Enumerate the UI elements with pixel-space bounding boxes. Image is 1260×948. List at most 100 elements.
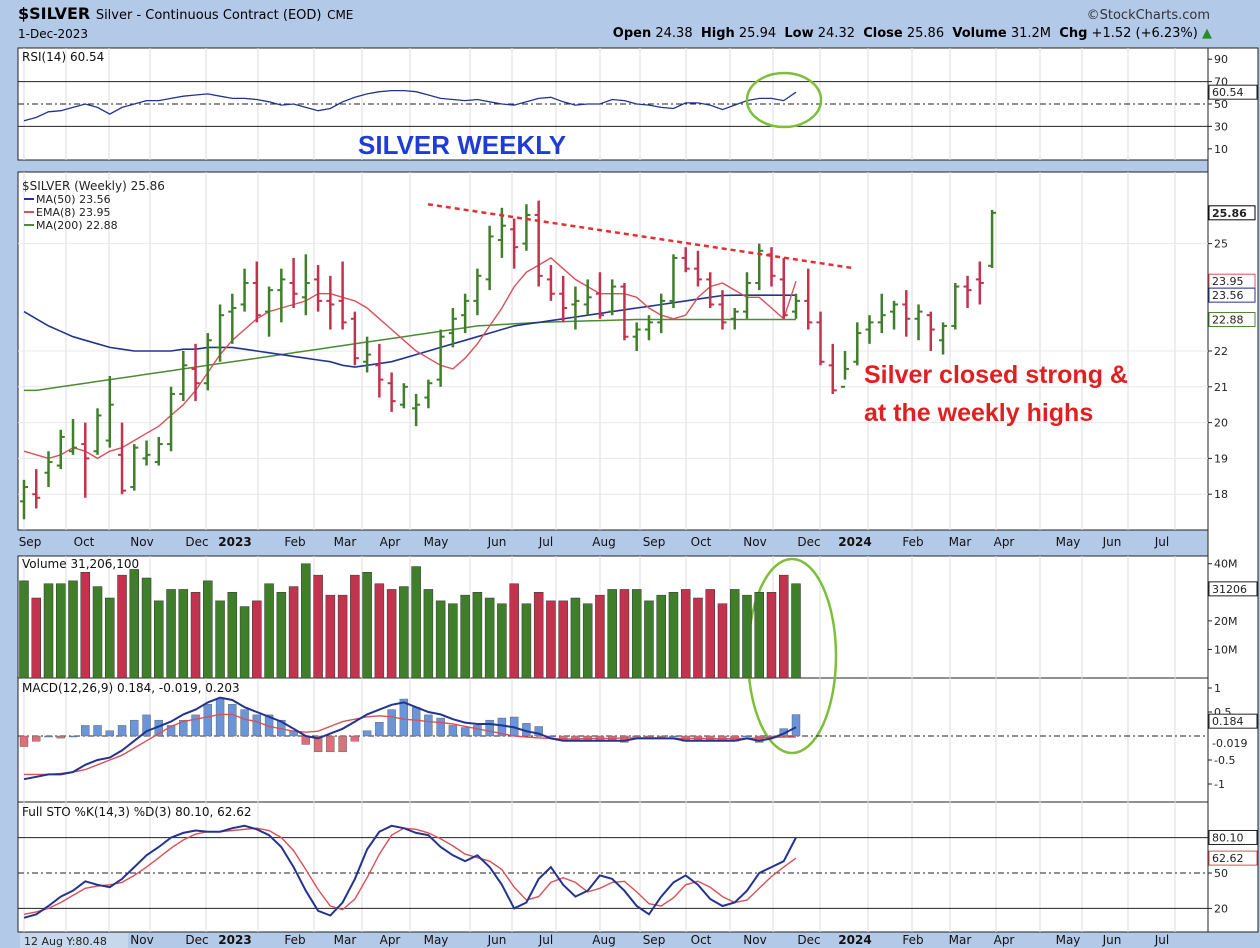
price-value-label: 23.56 (1212, 289, 1244, 302)
price-bar (301, 254, 310, 316)
price-value-box (1208, 311, 1256, 327)
x-axis-label: Nov (130, 535, 153, 549)
volume-bar (521, 603, 532, 679)
price-bar (32, 469, 41, 509)
sto-d-value-box (1208, 850, 1258, 866)
x-axis-label: Jun (487, 535, 507, 549)
macd-histogram-bar (215, 698, 225, 737)
x-axis-label-bottom: Mar (334, 933, 357, 947)
price-bar (252, 261, 261, 323)
volume-bar (178, 589, 189, 679)
x-axis-label-bottom: May (1056, 933, 1081, 947)
volume-bar (166, 589, 176, 679)
macd-histogram-bar (669, 735, 678, 738)
macd-histogram-bar (350, 735, 360, 742)
sto-d-value-label: 62.62 (1212, 852, 1244, 865)
macd-tick-label: 1 (1214, 682, 1221, 695)
price-bar (681, 247, 690, 273)
macd-histogram-bar (191, 714, 200, 737)
price-bar (142, 440, 151, 466)
price-bar (289, 257, 298, 309)
volume-bar (582, 603, 593, 679)
volume-bar (325, 594, 336, 679)
macd-histogram-bar (179, 719, 188, 737)
price-bar (632, 322, 641, 351)
price-bar (730, 308, 739, 330)
price-bar (69, 419, 78, 455)
x-axis-label: Sep (643, 535, 666, 549)
volume-bar (644, 600, 654, 679)
x-axis-label-bottom: Dec (185, 933, 208, 947)
x-axis-label-bottom: Feb (902, 933, 923, 947)
macd-histogram-bar (644, 735, 654, 738)
highlight-circle-rsi (745, 71, 823, 129)
price-bar (399, 383, 408, 409)
price-bar (779, 257, 788, 319)
volume-bar (754, 592, 764, 679)
rsi-legend: RSI(14) 60.54 (22, 50, 104, 64)
volume-bar (656, 594, 666, 679)
panel-sto (17, 801, 1209, 933)
macd-histogram-bar (81, 725, 90, 737)
symbol: $SILVER (18, 4, 91, 23)
price-bar (608, 279, 617, 316)
volume-bar (533, 592, 544, 679)
x-axis-label: Mar (334, 535, 357, 549)
macd-histogram-bar (485, 719, 494, 737)
x-axis-label-bottom: Nov (743, 933, 766, 947)
volume-bar (105, 597, 115, 679)
volume-bar (141, 577, 152, 679)
price-value-label: 23.95 (1212, 275, 1244, 288)
volume-bar (350, 574, 360, 679)
price-bar (338, 261, 347, 330)
x-axis-label: Sep (19, 535, 42, 549)
price-bar (546, 265, 555, 301)
sto-k-line (23, 824, 797, 919)
x-axis-label: Feb (902, 535, 923, 549)
volume-bar (631, 589, 642, 679)
price-bar (914, 304, 923, 341)
price-bar (841, 351, 850, 388)
price-legend-item: MA(200) 22.88 (36, 219, 118, 232)
price-bar (350, 311, 359, 366)
sto-d-line (23, 827, 797, 915)
macd-histogram-bar (338, 735, 347, 753)
price-bar (975, 261, 984, 305)
macd-value-label: 0.184 (1212, 715, 1244, 728)
rsi-tick-label: 50 (1214, 98, 1228, 111)
vol-value-box (1208, 581, 1258, 597)
volume-bar (19, 580, 29, 679)
price-bar (118, 422, 127, 495)
macd-histogram-bar (326, 735, 335, 753)
volume-bar (729, 589, 740, 679)
sto-tick-label: 20 (1214, 902, 1228, 915)
volume-bar (607, 589, 617, 679)
price-bar (154, 436, 163, 466)
rsi-tick-label: 30 (1214, 120, 1228, 133)
x-axis-label-bottom: May (424, 933, 449, 947)
volume-bar (190, 592, 201, 679)
price-bar (583, 279, 592, 316)
x-axis-label-bottom: 2023 (218, 933, 251, 947)
symbol-description: Silver - Continuous Contract (EOD) (95, 8, 322, 23)
price-bar (865, 315, 874, 344)
price-bar (644, 315, 653, 341)
vol-tick-label: 40M (1214, 558, 1238, 571)
price-bar (44, 451, 53, 488)
macd-histogram-bar (117, 725, 127, 737)
rsi-tick-label: 90 (1214, 53, 1228, 66)
price-bar (877, 293, 886, 334)
price-bar (461, 293, 470, 334)
volume-bar (215, 600, 225, 679)
x-axis-label-bottom: Jul (538, 933, 553, 947)
macd-histogram-bar (56, 735, 65, 739)
price-bar (448, 308, 457, 348)
macd-histogram-bar (68, 735, 78, 738)
macd-histogram-bar (93, 725, 102, 737)
volume-bar (276, 592, 287, 679)
price-bar (485, 225, 494, 291)
brand-logo[interactable]: ©StockCharts.com (1086, 8, 1210, 23)
price-bar (510, 218, 519, 269)
volume-bar (791, 583, 801, 679)
